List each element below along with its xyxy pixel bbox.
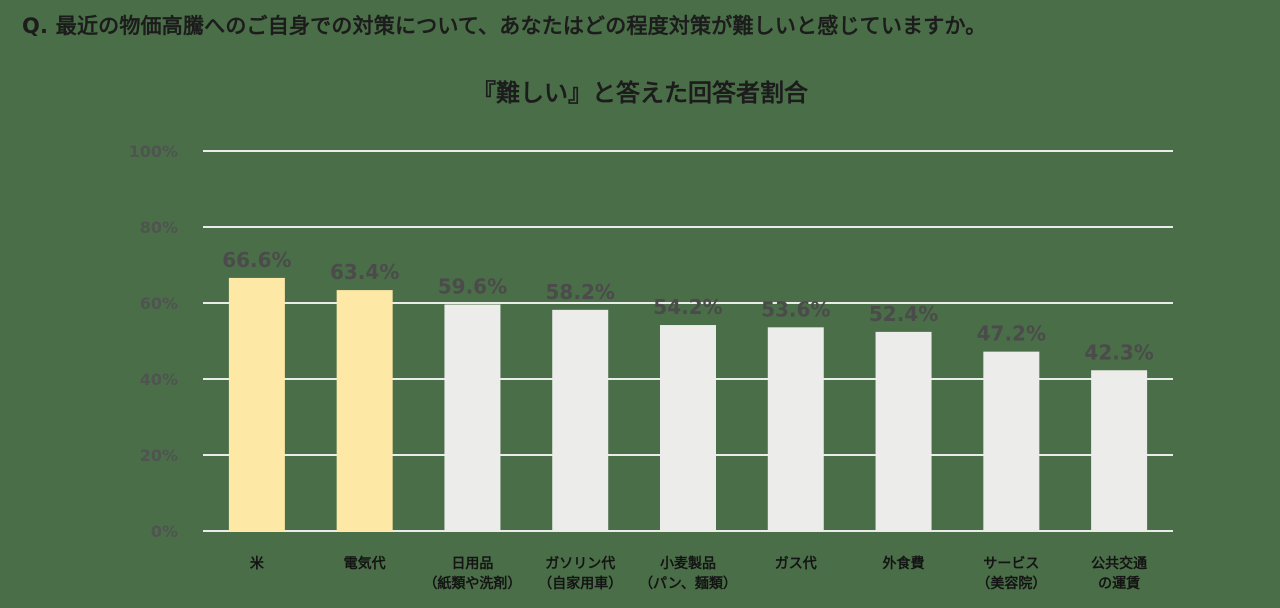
- bar: [552, 309, 609, 531]
- category-label: 日用品: [451, 556, 493, 572]
- bar: [336, 290, 393, 531]
- question-text: Q. 最近の物価高騰へのご自身での対策について、あなたはどの程度対策が難しいと感…: [22, 14, 987, 38]
- category-label: （自家用車）: [538, 575, 622, 592]
- bar: [228, 277, 285, 531]
- data-label: 66.6%: [222, 248, 291, 272]
- y-tick-label: 60%: [140, 294, 178, 313]
- category-label: ガス代: [775, 555, 817, 572]
- category-label: 小麦製品: [660, 555, 716, 572]
- data-label: 42.3%: [1084, 340, 1153, 364]
- category-label: ガソリン代: [545, 555, 615, 572]
- category-label: 公共交通: [1091, 555, 1147, 572]
- category-label: （美容院）: [976, 575, 1046, 592]
- category-label: 電気代: [344, 555, 386, 572]
- category-label: 米: [250, 555, 265, 572]
- y-tick-label: 20%: [140, 446, 178, 465]
- data-label: 54.2%: [653, 295, 722, 319]
- category-label: （パン、麺類）: [639, 575, 737, 592]
- data-label: 63.4%: [330, 260, 399, 284]
- bar: [983, 351, 1040, 531]
- bar: [660, 325, 716, 531]
- data-label: 53.6%: [761, 297, 830, 321]
- bar: [767, 327, 824, 531]
- y-tick-label: 40%: [140, 370, 178, 389]
- category-label: （紙類や洗剤）: [423, 575, 521, 592]
- data-label: 59.6%: [438, 275, 507, 299]
- y-tick-label: 100%: [129, 142, 178, 161]
- chart-title: 『難しい』と答えた回答者割合: [472, 79, 808, 107]
- category-label: の運賃: [1098, 575, 1140, 592]
- bar: [875, 331, 932, 531]
- y-tick-label: 80%: [140, 218, 178, 237]
- category-label: サービス: [983, 556, 1039, 572]
- data-label: 58.2%: [546, 280, 615, 304]
- bar: [444, 304, 501, 531]
- category-label: 外食費: [883, 555, 925, 572]
- y-tick-label: 0%: [151, 522, 178, 541]
- data-label: 47.2%: [977, 322, 1046, 346]
- bar: [1091, 370, 1148, 531]
- data-label: 52.4%: [869, 302, 938, 326]
